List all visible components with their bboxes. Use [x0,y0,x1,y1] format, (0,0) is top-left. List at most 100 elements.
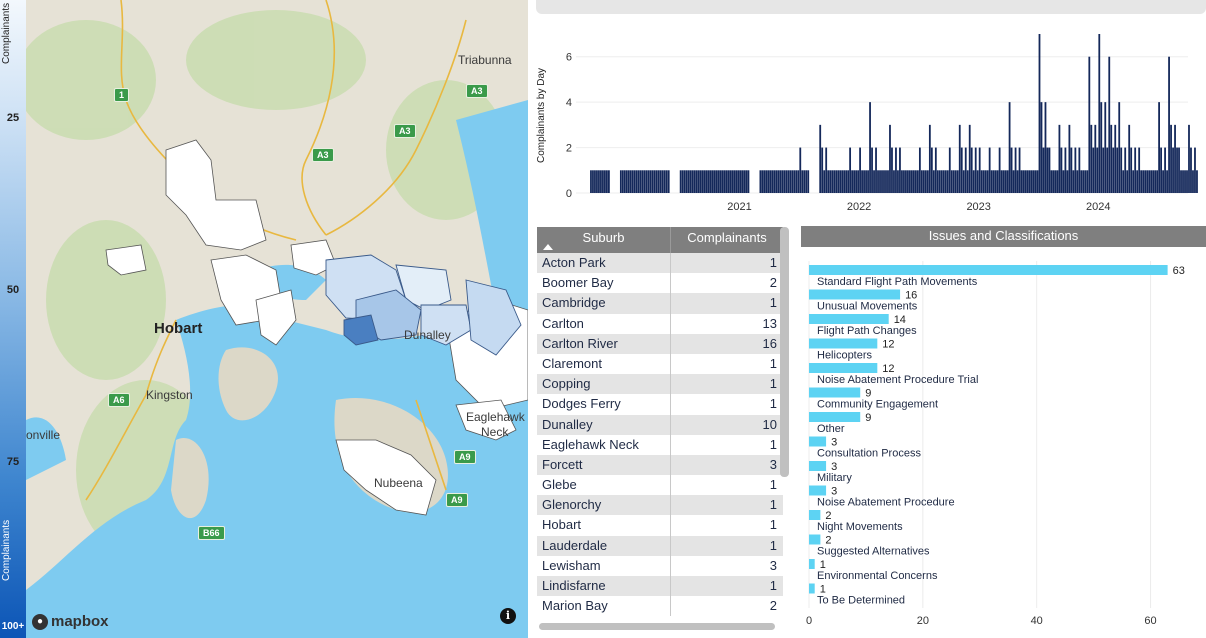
table-row[interactable]: Carlton River 16 [537,333,783,354]
sort-ascending-icon[interactable] [543,244,553,250]
issues-bar-value: 12 [882,339,894,351]
timeseries-bar [847,170,850,193]
cell-complainants: 13 [670,313,783,334]
timeseries-bar [825,147,828,193]
table-row[interactable]: Glenorchy 1 [537,495,783,516]
timeseries-bar [1020,170,1023,193]
timeseries-bar [1106,147,1109,193]
timeseries-bar [1002,170,1005,193]
table-row[interactable]: Cambridge 1 [537,293,783,314]
cell-complainants: 1 [670,515,783,536]
table-row[interactable]: Claremont 1 [537,353,783,375]
issues-bar [809,314,889,324]
timeseries-xtick: 2023 [966,201,990,213]
timeseries-bar [1098,34,1101,193]
timeseries-bar [731,170,734,193]
timeseries-bar [1172,147,1174,193]
table-row[interactable]: Dodges Ferry 1 [537,394,783,415]
timeseries-bar [1146,170,1149,193]
timeseries-bar [719,170,722,193]
timeseries-bar [938,170,941,193]
timeseries-bar [785,170,788,193]
timeseries-bar [903,170,905,193]
issues-bar-value: 2 [825,535,831,547]
timeseries-bar [964,147,967,193]
timeseries-bar [897,170,899,193]
cell-suburb: Forcett [542,456,583,472]
issues-bar [809,363,878,373]
table-vertical-scrollbar[interactable] [780,227,789,477]
timeseries-bar [1160,147,1162,193]
column-header-suburb[interactable]: Suburb [537,227,670,253]
timeseries-bar [1042,147,1045,193]
timeseries-bar [789,170,792,193]
timeseries-bar [1024,170,1027,193]
timeseries-bar [918,147,921,193]
info-icon[interactable]: i [500,608,516,624]
table-row[interactable]: Carlton 13 [537,313,783,334]
legend-title-bottom: Complainants [1,519,12,581]
table-row[interactable]: Marion Bay 2 [537,596,783,617]
timeseries-bar [795,170,798,193]
timeseries-bar [1184,170,1186,193]
timeseries-bar [775,170,778,193]
table-row[interactable]: Glebe 1 [537,475,783,496]
timeseries-bar [875,147,877,193]
timeseries-bar [966,170,969,193]
timeseries-bar [861,170,863,193]
table-row[interactable]: Dunalley 10 [537,414,783,435]
table-row[interactable]: Hobart 1 [537,515,783,536]
timeseries-bar [1030,170,1033,193]
timeseries-bar [703,170,706,193]
issues-category-label: Environmental Concerns [817,570,938,582]
timeseries-bar [797,170,800,193]
table-row[interactable]: Lewisham 3 [537,555,783,576]
road-shield: A3 [394,124,416,138]
timeseries-bar [1176,147,1178,193]
timeseries-bar [602,170,604,193]
timeseries-bar [765,170,768,193]
timeseries-bar [741,170,744,193]
timeseries-bar [873,170,875,193]
column-header-complainants[interactable]: Complainants [670,227,783,253]
issues-category-label: Consultation Process [817,448,921,460]
table-row[interactable]: Boomer Bay 2 [537,273,783,294]
timeseries-bar [1162,170,1164,193]
table-row[interactable]: Acton Park 1 [537,253,783,274]
timeseries-bar [761,170,764,193]
timeseries-bar [952,170,955,193]
map-label-eaglehawk: Eaglehawk [466,410,525,424]
table-horizontal-scrollbar[interactable] [539,623,775,630]
timeseries-bar [887,170,889,193]
timeseries-bar [1092,147,1095,193]
map-canvas[interactable] [26,0,528,638]
timeseries-bar [697,170,700,193]
mapbox-logo[interactable]: ● mapbox [32,613,109,630]
cell-suburb: Lindisfarne [542,578,606,593]
timeseries-bar [950,170,953,193]
suburb-table: Suburb Complainants Acton Park 1 Boomer B… [537,227,783,617]
timeseries-bar [619,170,622,193]
issues-bar [809,485,827,496]
timeseries-bar [905,170,907,193]
map-view[interactable]: Triabunna Hobart Kingston Dunalley Eagle… [26,0,528,638]
table-row[interactable]: Copping 1 [537,374,783,395]
timeseries-bar [819,124,822,193]
issues-bar-value: 2 [825,510,831,522]
timeseries-bar [990,170,993,193]
timeseries-bar [1068,124,1071,193]
table-row[interactable]: Forcett 3 [537,454,783,476]
timeseries-bar [1194,147,1196,193]
table-row[interactable]: Lauderdale 1 [537,535,783,556]
timeseries-bar [715,170,718,193]
timeseries-bar [1152,170,1155,193]
issues-category-label: Other [817,423,845,435]
table-row[interactable]: Lindisfarne 1 [537,576,783,597]
timeseries-bar [1154,170,1157,193]
table-row[interactable]: Eaglehawk Neck 1 [537,434,783,455]
title-banner [536,0,1206,14]
timeseries-bar [924,170,927,193]
timeseries-bar [661,170,664,193]
timeseries-bar [889,124,891,193]
timeseries-bar [972,170,975,193]
